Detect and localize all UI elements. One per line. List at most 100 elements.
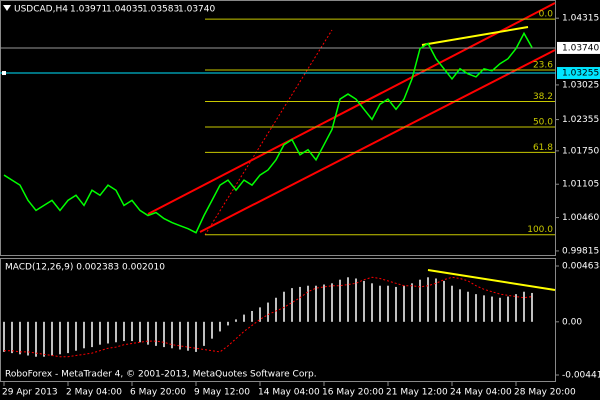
- macd-bar: [363, 280, 365, 322]
- ohlc-low: 1.03583: [142, 5, 179, 15]
- y-tick-label: 1.03025: [562, 80, 599, 90]
- macd-bar: [299, 286, 301, 322]
- x-tick-label: 24 May 04:00: [450, 388, 512, 398]
- macd-bar: [307, 285, 309, 322]
- y-tick-label: 1.02355: [562, 115, 599, 125]
- macd-bar: [227, 321, 229, 326]
- macd-bar: [91, 321, 93, 348]
- macd-bar: [531, 292, 533, 322]
- macd-bar: [27, 321, 29, 356]
- macd-bar: [267, 302, 269, 322]
- resistance-line: [421, 26, 529, 46]
- macd-bar: [467, 291, 469, 322]
- macd-bar: [67, 321, 69, 354]
- drawing-objects: [147, 2, 556, 291]
- macd-bar: [411, 283, 413, 322]
- x-tick-label: 2 May 04:00: [66, 388, 122, 398]
- channel-lower: [199, 49, 556, 233]
- price-line: [3, 31, 533, 234]
- x-tick-label: 14 May 04:00: [258, 388, 320, 398]
- symbol-label: USDCAD,H4: [14, 5, 68, 15]
- macd-title: MACD(12,26,9) 0.002383 0.002010: [5, 263, 165, 273]
- macd-bar: [355, 278, 357, 322]
- macd-bar: [451, 285, 453, 322]
- macd-bar: [19, 321, 21, 355]
- ohlc-high: 1.04035: [106, 5, 143, 15]
- macd-bar: [131, 321, 133, 342]
- fib-label: 100.0: [527, 225, 553, 235]
- macd-bar: [83, 321, 85, 349]
- fib-label: 50.0: [533, 117, 553, 127]
- macd-bar: [499, 297, 501, 322]
- macd-bar: [155, 321, 157, 346]
- macd-bar: [371, 283, 373, 322]
- x-tick-label: 9 May 12:00: [194, 388, 250, 398]
- price-panel-border: [0, 0, 556, 256]
- macd-bar: [419, 279, 421, 322]
- ohlc-close: 1.03740: [178, 5, 215, 15]
- macd-bar: [403, 285, 405, 322]
- y-tick-label: -0.004419: [562, 370, 600, 380]
- macd-bar: [75, 321, 77, 351]
- ohlc-open: 1.03971: [70, 5, 107, 15]
- macd-bar: [51, 321, 53, 356]
- macd-bar: [491, 296, 493, 322]
- macd-bar: [235, 319, 237, 322]
- macd-bar: [187, 321, 189, 351]
- bid-price: 1.03740: [562, 43, 599, 53]
- macd-bar: [115, 321, 117, 343]
- y-tick-label: 1.00460: [562, 213, 599, 223]
- x-tick-label: 16 May 20:00: [322, 388, 384, 398]
- macd-panel-border: [0, 258, 556, 382]
- x-tick-label: 29 Apr 2013: [2, 388, 58, 398]
- y-tick-label: 1.01105: [562, 180, 599, 190]
- macd-bar: [331, 283, 333, 322]
- macd-bar: [507, 296, 509, 322]
- horizontal-line-anchor: [2, 71, 6, 76]
- channel-upper: [147, 2, 556, 215]
- y-tick-label: 0.004638: [562, 262, 600, 272]
- macd-divergence-line: [427, 269, 556, 291]
- macd-bar: [291, 288, 293, 322]
- x-tick-label: 28 May 20:00: [514, 388, 576, 398]
- macd-bar: [163, 321, 165, 348]
- macd-bar: [203, 321, 205, 346]
- dotted-trendline: [204, 29, 333, 236]
- y-tick-label: 1.01750: [562, 146, 599, 156]
- horizontal-line-price: 1.03255: [562, 69, 599, 79]
- symbol-menu-icon[interactable]: [3, 5, 11, 11]
- macd-bar: [219, 321, 221, 332]
- fib-label: 38.2: [533, 92, 553, 102]
- macd-bar: [275, 297, 277, 322]
- macd-bar: [179, 321, 181, 350]
- macd-bar: [315, 285, 317, 322]
- x-tick-label: 21 May 12:00: [386, 388, 448, 398]
- macd-bar: [139, 321, 141, 343]
- fib-label: 0.0: [539, 10, 554, 20]
- macd-bar: [523, 291, 525, 322]
- bid-price-box: [557, 41, 600, 54]
- macd-bar: [147, 321, 149, 345]
- macd-bar: [59, 321, 61, 355]
- macd-signal: [4, 276, 533, 358]
- fib-label: 61.8: [533, 143, 553, 153]
- macd-bar: [3, 321, 5, 352]
- macd-bar: [35, 321, 37, 357]
- macd-bar: [395, 286, 397, 322]
- y-tick-label: 0.00: [562, 317, 582, 327]
- macd-bar: [475, 294, 477, 322]
- macd-bar: [427, 277, 429, 322]
- macd-bar: [11, 321, 13, 354]
- horizontal-line-price-box: [557, 67, 600, 80]
- macd-bar: [283, 291, 285, 322]
- macd-bar: [211, 321, 213, 339]
- macd-bar: [387, 285, 389, 322]
- x-tick-label: 6 May 20:00: [130, 388, 186, 398]
- macd-bar: [99, 321, 101, 345]
- macd-bar: [195, 321, 197, 352]
- macd-bar: [483, 295, 485, 322]
- macd-bar: [123, 321, 125, 342]
- macd-bar: [171, 321, 173, 349]
